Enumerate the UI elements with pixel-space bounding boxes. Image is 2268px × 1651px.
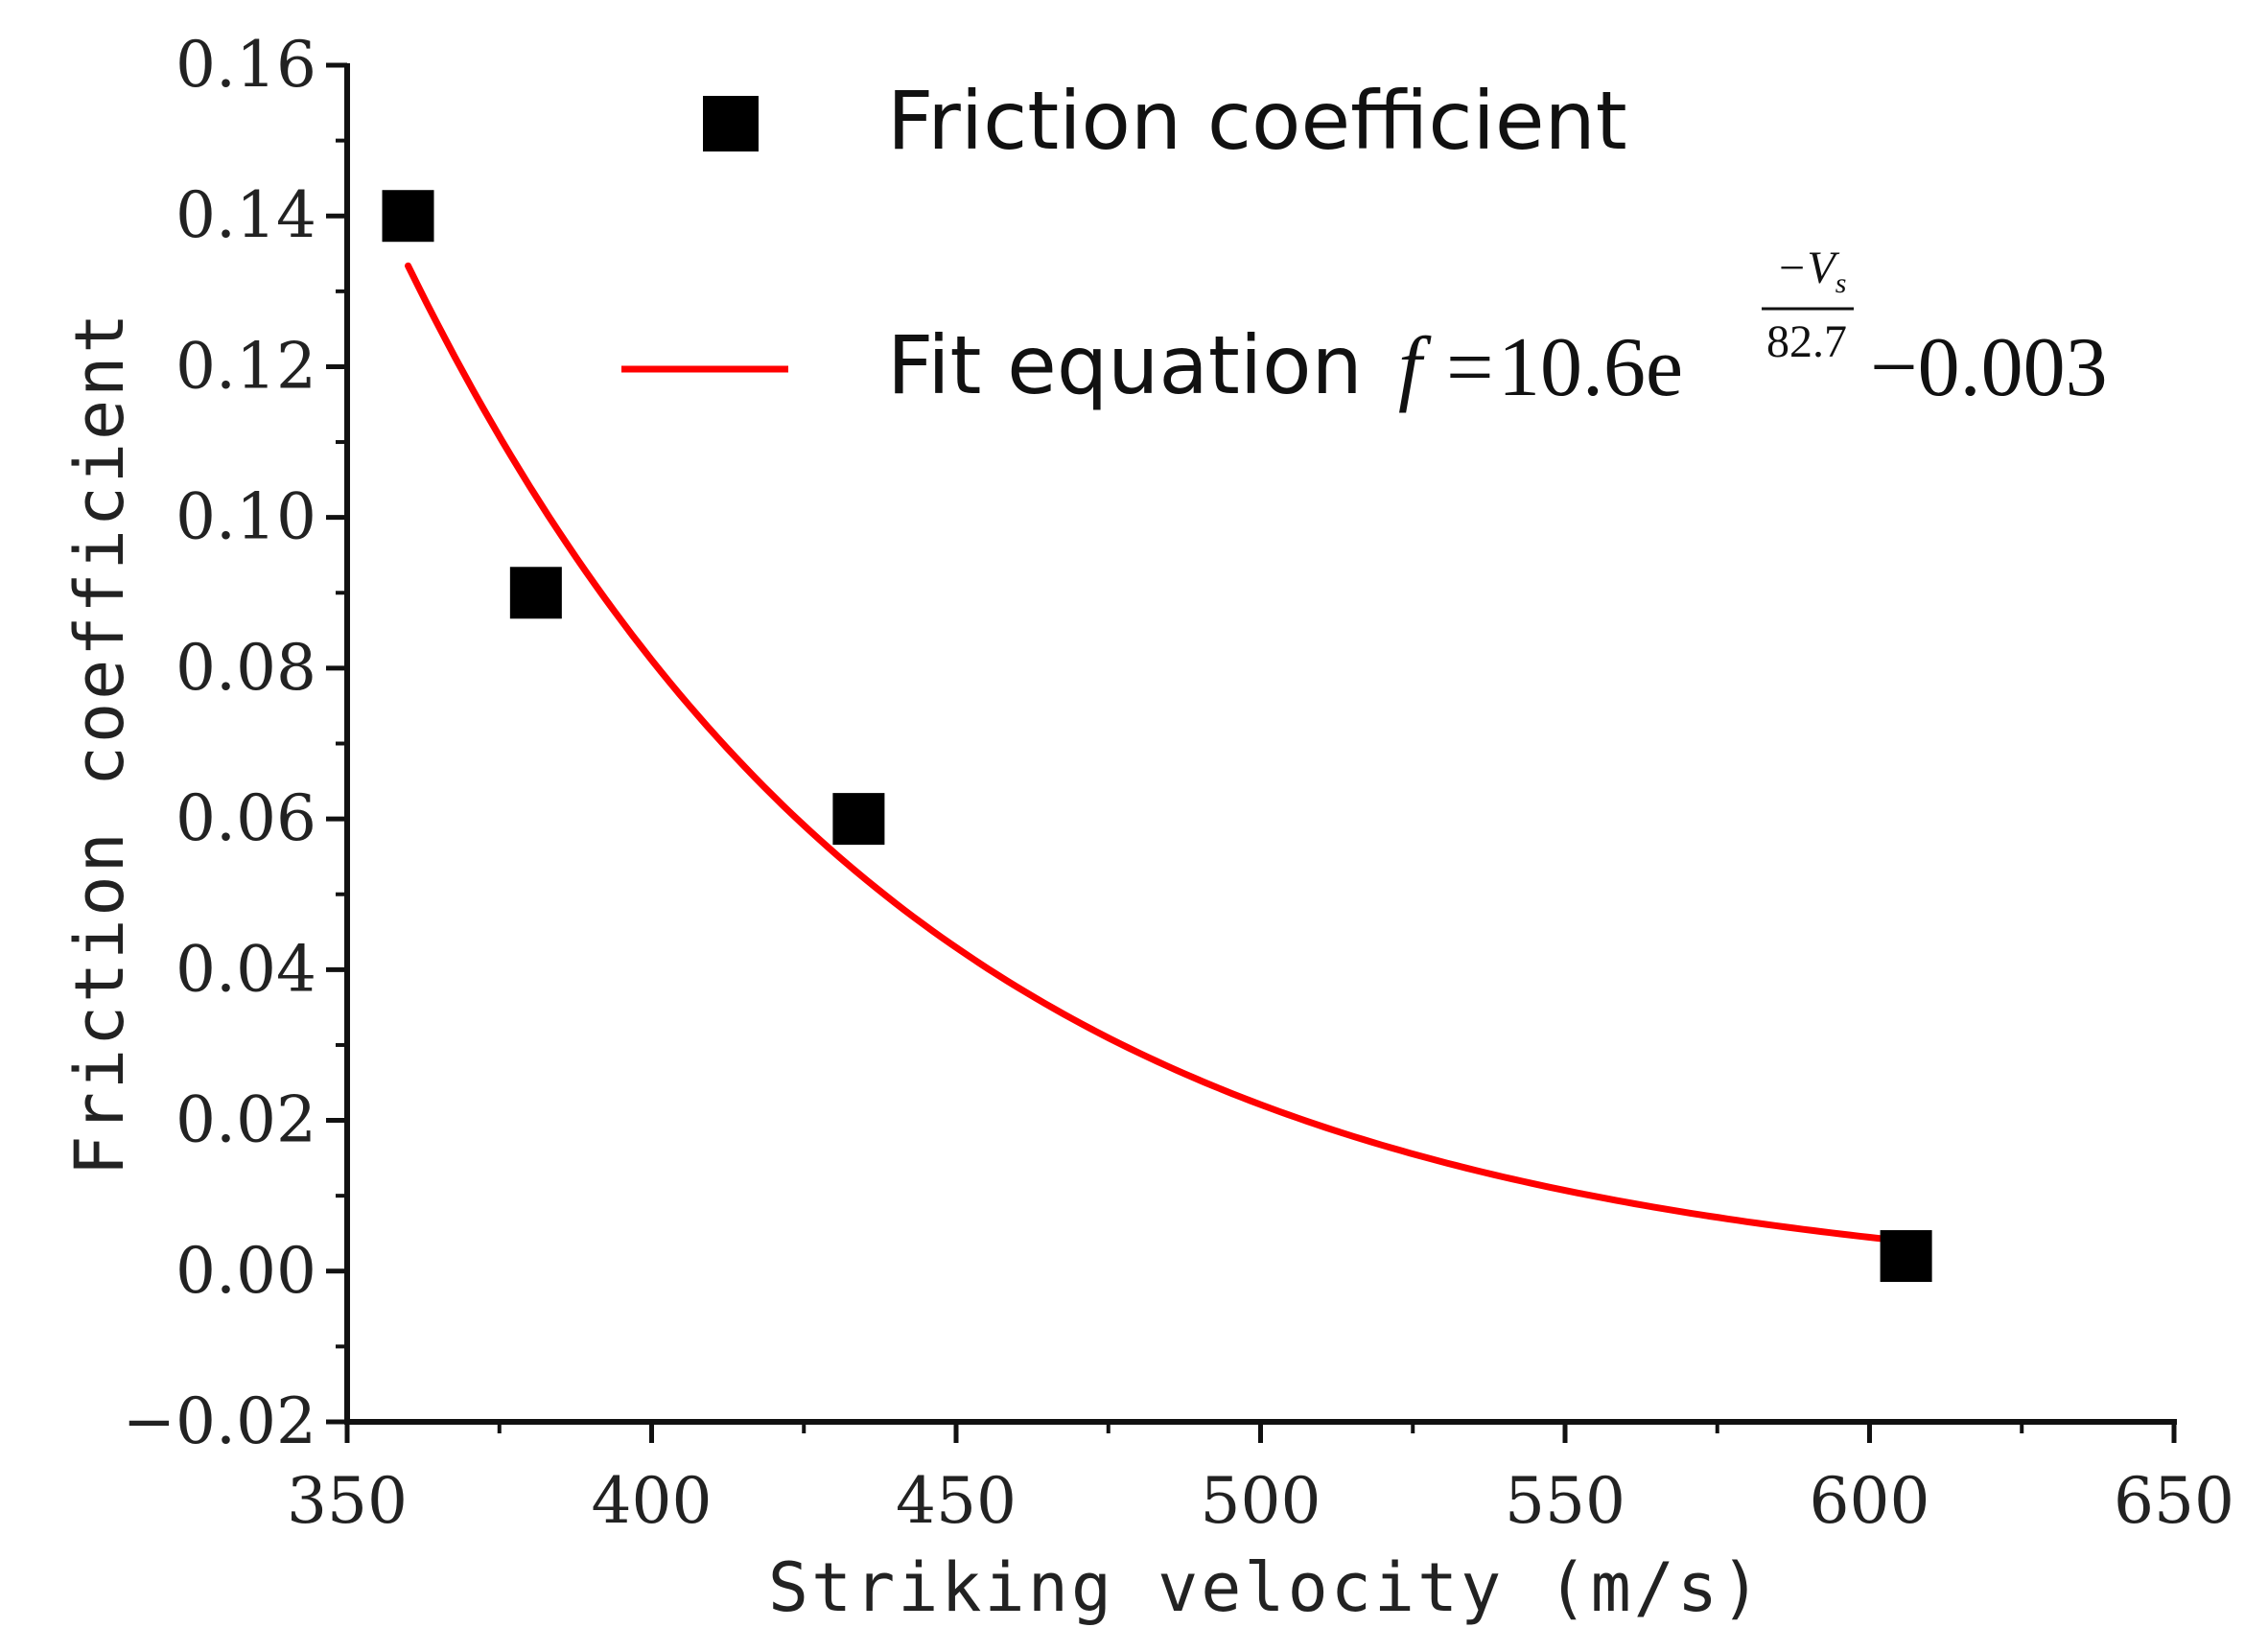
x-tick-label: 400 [592, 1464, 713, 1538]
equation-f: f [1398, 321, 1432, 414]
x-tick-label: 650 [2114, 1464, 2234, 1538]
x-tick-label: 600 [1810, 1464, 1930, 1538]
exponent-numerator-text: −V [1776, 243, 1839, 293]
y-tick-label: 0.02 [175, 1083, 316, 1157]
y-axis-title: Friction coefficient [60, 311, 139, 1176]
legend-label-friction-coefficient: Friction coefficient [887, 74, 1627, 168]
x-tick-label: 350 [287, 1464, 408, 1538]
equation-exponent-numerator: −Vs [1776, 243, 1846, 299]
data-point [832, 793, 885, 846]
y-tick-label: 0.06 [175, 781, 316, 855]
x-tick-label: 450 [896, 1464, 1017, 1538]
y-tick-label: 0.00 [175, 1234, 316, 1308]
tick-labels: 350 400 450 500 550 600 650 −0.02 0.00 0.02 0.04 0.… [123, 28, 2234, 1538]
equation-equals: = [1446, 321, 1494, 414]
equation-coefficient: 10.6e [1498, 321, 1683, 414]
axes [344, 63, 2177, 1425]
y-tick-label: 0.12 [175, 329, 316, 403]
data-point [382, 190, 434, 243]
y-tick-label: −0.02 [123, 1384, 316, 1458]
equation-offset: −0.003 [1870, 321, 2108, 414]
equation-exponent-denominator: 82.7 [1766, 316, 1847, 367]
fit-equation: f = 10.6e −Vs 82.7 −0.003 [1398, 243, 2108, 414]
data-points [382, 190, 1932, 1283]
y-tick-label: 0.04 [175, 932, 316, 1006]
ticks [326, 62, 2177, 1443]
exponent-subscript: s [1835, 267, 1847, 299]
y-tick-label: 0.08 [175, 631, 316, 705]
x-axis-title: Striking velocity (m/s) [768, 1548, 1764, 1627]
y-tick-label: 0.14 [175, 178, 316, 252]
y-tick-label: 0.16 [175, 28, 316, 102]
legend: Friction coefficient Fit equation f = 10… [621, 74, 2108, 414]
x-tick-label: 500 [1201, 1464, 1321, 1538]
data-point [509, 567, 562, 619]
legend-marker-square [703, 96, 759, 151]
legend-label-fit-equation: Fit equation [887, 318, 1363, 412]
fit-curve [405, 262, 1910, 1245]
y-tick-label: 0.10 [175, 480, 316, 554]
x-tick-label: 550 [1505, 1464, 1625, 1538]
data-point [1880, 1230, 1932, 1283]
